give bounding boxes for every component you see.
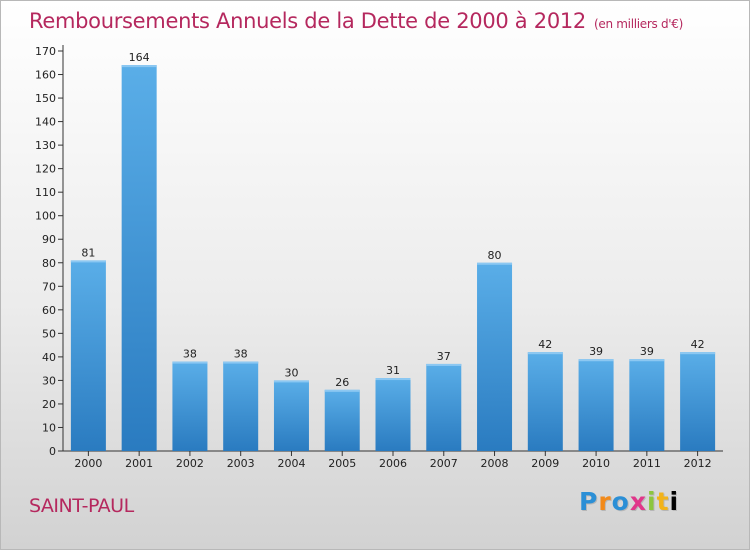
y-tick-label: 0 [49,445,56,458]
bar-value-label: 38 [234,348,248,361]
x-tick-label: 2000 [74,457,102,470]
bar-2011[interactable] [629,359,665,451]
bar-2000[interactable] [70,260,106,451]
bar-highlight [426,363,462,366]
y-tick-label: 150 [35,92,56,105]
y-tick-label: 50 [42,327,56,340]
bar-highlight [121,65,157,68]
bar-value-label: 30 [284,366,298,379]
chart-unit: (en milliers d'€) [594,17,684,31]
bar-value-label: 37 [437,350,451,363]
x-tick-label: 2001 [125,457,153,470]
bar-highlight [629,359,665,362]
x-tick-label: 2006 [379,457,407,470]
bar-2003[interactable] [223,361,259,451]
bar-highlight [680,352,716,355]
chart-bars: 81 164 38 38 30 26 31 37 80 42 39 39 42 [70,51,716,451]
bar-value-label: 31 [386,364,400,377]
y-tick-label: 80 [42,257,56,270]
x-tick-label: 2010 [582,457,610,470]
bar-highlight [223,361,259,364]
y-tick-label: 60 [42,304,56,317]
y-tick-label: 70 [42,280,56,293]
x-tick-label: 2012 [684,457,712,470]
y-tick-label: 170 [35,45,56,58]
y-tick-label: 130 [35,139,56,152]
bar-2010[interactable] [578,359,614,451]
x-tick-label: 2007 [430,457,458,470]
x-tick-label: 2002 [176,457,204,470]
logo-letter: P [579,487,599,516]
logo-letter: x [629,487,647,516]
chart-axes: 0 10 20 30 40 50 60 70 80 90 100 110 120 130 140 150 160… [35,45,723,470]
y-tick-label: 110 [35,186,56,199]
y-tick-label: 90 [42,233,56,246]
y-tick-label: 140 [35,116,56,129]
x-tick-label: 2004 [277,457,305,470]
bar-2005[interactable] [324,389,360,451]
bar-highlight [324,389,360,392]
y-tick-label: 160 [35,69,56,82]
x-tick-label: 2008 [481,457,509,470]
bar-highlight [375,378,411,381]
bar-value-label: 38 [183,348,197,361]
bar-2004[interactable] [273,380,309,451]
bar-value-label: 164 [129,51,150,64]
x-tick-label: 2005 [328,457,356,470]
bar-value-label: 81 [81,246,95,259]
logo-letter: i [647,487,657,516]
bar-value-label: 80 [488,249,502,262]
bar-2007[interactable] [426,363,462,451]
x-tick-label: 2011 [633,457,661,470]
y-tick-label: 30 [42,374,56,387]
bar-2002[interactable] [172,361,208,451]
x-tick-label: 2003 [227,457,255,470]
y-tick-label: 120 [35,163,56,176]
y-tick-label: 100 [35,210,56,223]
proxiti-logo[interactable]: Proxiti [579,487,679,516]
bar-2012[interactable] [680,352,716,451]
bar-highlight [527,352,563,355]
bar-highlight [578,359,614,362]
bar-value-label: 42 [691,338,705,351]
commune-name: SAINT-PAUL [29,495,134,517]
bar-2009[interactable] [527,352,563,451]
logo-letter: o [611,487,630,516]
y-tick-label: 40 [42,351,56,364]
bar-highlight [477,262,513,265]
bar-value-label: 42 [538,338,552,351]
y-tick-label: 10 [42,421,56,434]
x-tick-label: 2009 [531,457,559,470]
bar-2008[interactable] [477,262,513,451]
bar-2006[interactable] [375,378,411,451]
bar-value-label: 39 [640,345,654,358]
chart-title-text: Remboursements Annuels de la Dette de 20… [29,9,586,33]
bar-highlight [70,260,106,263]
bar-2001[interactable] [121,65,157,451]
logo-letter: t [656,487,670,516]
logo-letter: i [669,487,680,516]
bar-value-label: 39 [589,345,603,358]
bar-highlight [273,380,309,383]
bar-value-label: 26 [335,376,349,389]
chart-title: Remboursements Annuels de la Dette de 20… [29,9,683,33]
logo-letter: r [598,487,612,516]
bar-highlight [172,361,208,364]
y-tick-label: 20 [42,398,56,411]
